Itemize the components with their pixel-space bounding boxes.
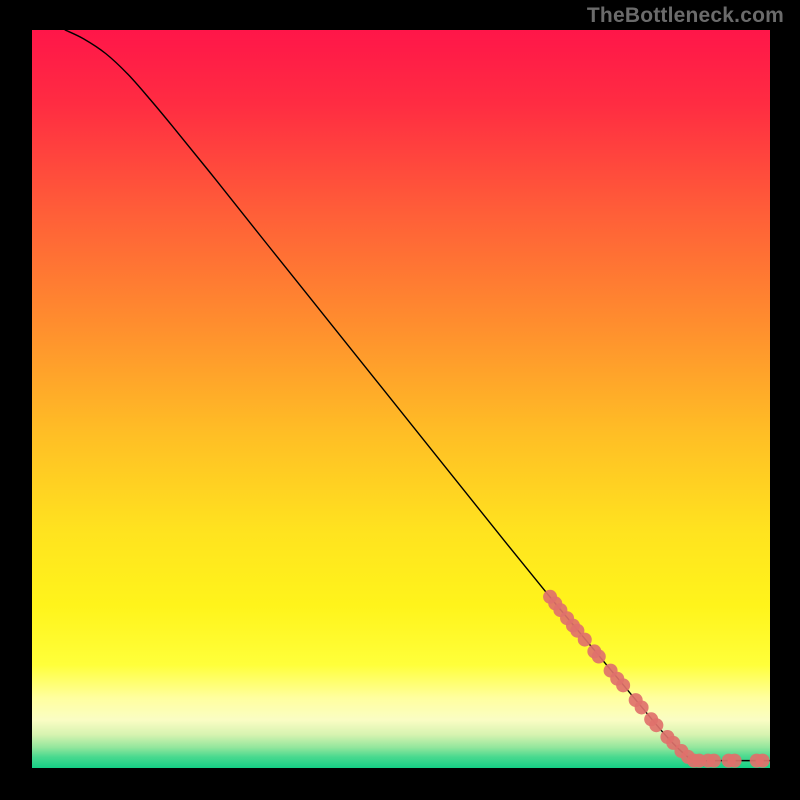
scatter-point — [707, 754, 721, 768]
chart-area — [32, 30, 770, 768]
scatter-point — [756, 754, 770, 768]
scatter-point — [592, 650, 606, 664]
chart-background — [32, 30, 770, 768]
scatter-point — [649, 718, 663, 732]
scatter-point — [578, 633, 592, 647]
bottleneck-chart — [32, 30, 770, 768]
scatter-point — [635, 700, 649, 714]
attribution-text: TheBottleneck.com — [587, 4, 784, 28]
scatter-point — [728, 754, 742, 768]
scatter-point — [616, 678, 630, 692]
